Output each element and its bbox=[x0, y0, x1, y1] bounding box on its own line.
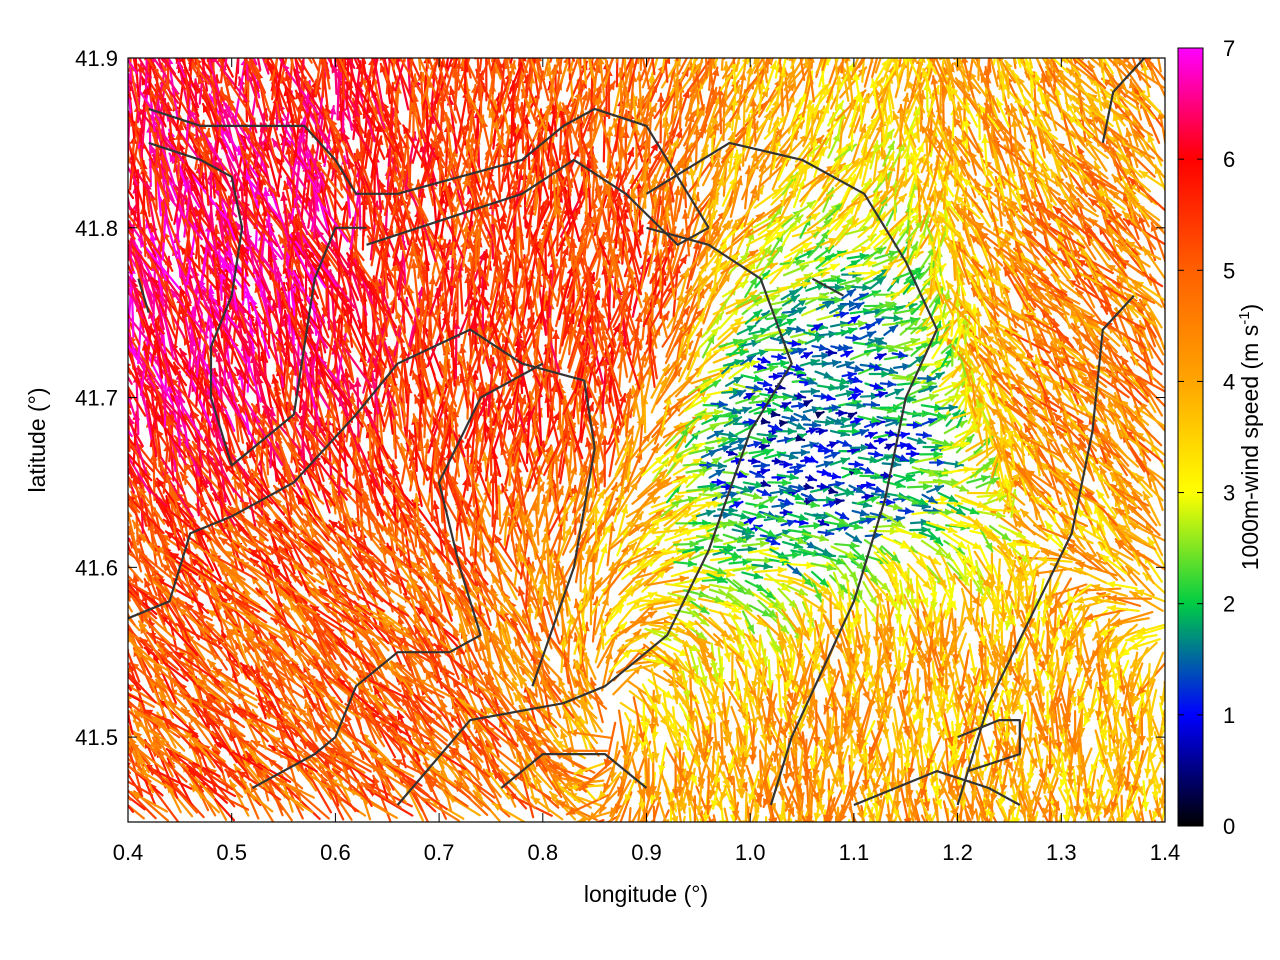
wind-arrow bbox=[1082, 821, 1085, 822]
wind-arrow bbox=[128, 793, 132, 801]
wind-arrow bbox=[1107, 806, 1117, 822]
wind-arrow bbox=[907, 815, 911, 822]
wind-arrow bbox=[188, 783, 220, 814]
wind-arrow bbox=[1033, 810, 1039, 822]
wind-arrow bbox=[86, 753, 127, 777]
wind-arrow bbox=[128, 700, 131, 706]
wind-arrow bbox=[128, 558, 129, 567]
wind-arrow bbox=[930, 811, 937, 822]
wind-arrow bbox=[894, 818, 897, 822]
wind-arrow bbox=[1135, 809, 1140, 822]
wind-arrow bbox=[629, 820, 632, 822]
wind-arrow bbox=[128, 375, 133, 385]
wind-arrow bbox=[128, 366, 132, 375]
wind-arrow bbox=[782, 801, 786, 822]
wind-arrow bbox=[748, 776, 761, 813]
wind-arrow bbox=[1041, 820, 1045, 822]
wind-arrow bbox=[989, 810, 998, 822]
wind-arrow bbox=[331, 768, 372, 804]
wind-arrow bbox=[789, 818, 793, 822]
wind-arrow bbox=[548, 764, 595, 782]
wind-arrow bbox=[128, 803, 145, 820]
wind-arrow bbox=[734, 811, 742, 822]
wind-arrow bbox=[848, 798, 855, 822]
wind-arrow bbox=[1135, 787, 1149, 822]
wind-arrow bbox=[128, 708, 131, 718]
wind-arrow bbox=[606, 814, 621, 822]
wind-arrow bbox=[909, 809, 915, 822]
wind-arrow bbox=[427, 778, 469, 808]
wind-arrow bbox=[1057, 786, 1075, 820]
wind-arrow bbox=[128, 780, 154, 797]
wind-arrow bbox=[822, 820, 826, 822]
wind-arrow bbox=[725, 821, 728, 822]
wind-arrow bbox=[1137, 819, 1140, 822]
wind-arrow bbox=[533, 757, 563, 799]
wind-arrow bbox=[128, 704, 132, 709]
wind-arrow bbox=[878, 795, 886, 822]
wind-arrow bbox=[128, 682, 133, 692]
wind-arrow bbox=[974, 808, 980, 822]
wind-arrow bbox=[695, 785, 714, 822]
wind-arrow bbox=[151, 736, 174, 778]
wind-arrow bbox=[652, 796, 662, 822]
wind-arrow bbox=[942, 800, 950, 822]
wind-arrow bbox=[598, 775, 620, 815]
wind-arrow bbox=[628, 807, 632, 822]
wind-arrow bbox=[898, 780, 912, 822]
wind-arrow bbox=[1010, 819, 1013, 822]
wind-arrow bbox=[90, 603, 126, 641]
wind-arrow bbox=[90, 623, 126, 660]
wind-arrow bbox=[594, 818, 605, 822]
wind-arrow bbox=[1096, 811, 1101, 822]
wind-arrow bbox=[128, 522, 129, 525]
wind-arrow bbox=[699, 818, 703, 822]
wind-arrow bbox=[677, 821, 680, 822]
wind-arrow bbox=[805, 779, 813, 822]
wind-arrow bbox=[814, 820, 817, 822]
wind-arrow bbox=[1055, 801, 1059, 822]
wind-arrow bbox=[453, 779, 491, 811]
wind-arrow bbox=[108, 775, 125, 815]
wind-arrow bbox=[614, 798, 627, 822]
wind-arrow bbox=[836, 806, 840, 822]
wind-arrow bbox=[688, 807, 692, 822]
wind-arrow bbox=[745, 801, 751, 822]
wind-arrow bbox=[565, 794, 610, 816]
wind-arrow bbox=[1148, 809, 1154, 822]
wind-arrow bbox=[914, 805, 921, 822]
wind-arrow bbox=[652, 805, 656, 822]
wind-arrow bbox=[988, 817, 992, 822]
wind-arrow bbox=[1068, 794, 1077, 822]
wind-arrow bbox=[88, 602, 126, 628]
wind-arrow bbox=[1003, 819, 1006, 822]
wind-arrow bbox=[783, 818, 788, 822]
wind-arrow bbox=[128, 290, 133, 298]
wind-arrow bbox=[128, 667, 132, 673]
wind-arrow bbox=[1108, 817, 1113, 822]
wind-arrow bbox=[99, 753, 126, 787]
wind-arrow bbox=[631, 804, 643, 822]
wind-arrow bbox=[128, 795, 146, 811]
wind-arrow bbox=[836, 817, 841, 822]
wind-arrow bbox=[128, 772, 144, 798]
wind-arrow bbox=[731, 775, 740, 821]
wind-arrow bbox=[367, 750, 401, 779]
wind-arrow bbox=[1007, 808, 1011, 822]
wind-vectors bbox=[86, 58, 1165, 822]
wind-arrow bbox=[1137, 796, 1145, 822]
wind-arrow bbox=[128, 536, 131, 541]
wind-arrow bbox=[128, 311, 130, 319]
wind-arrow bbox=[130, 790, 169, 813]
wind-arrow bbox=[128, 648, 130, 652]
wind-arrow bbox=[392, 758, 438, 782]
wind-arrow bbox=[128, 764, 152, 783]
wind-arrow bbox=[89, 501, 126, 531]
wind-arrow bbox=[934, 791, 939, 822]
wind-arrow bbox=[723, 807, 729, 822]
wind-arrow bbox=[665, 789, 679, 822]
wind-arrow bbox=[1095, 820, 1098, 822]
wind-arrow bbox=[1120, 794, 1124, 822]
